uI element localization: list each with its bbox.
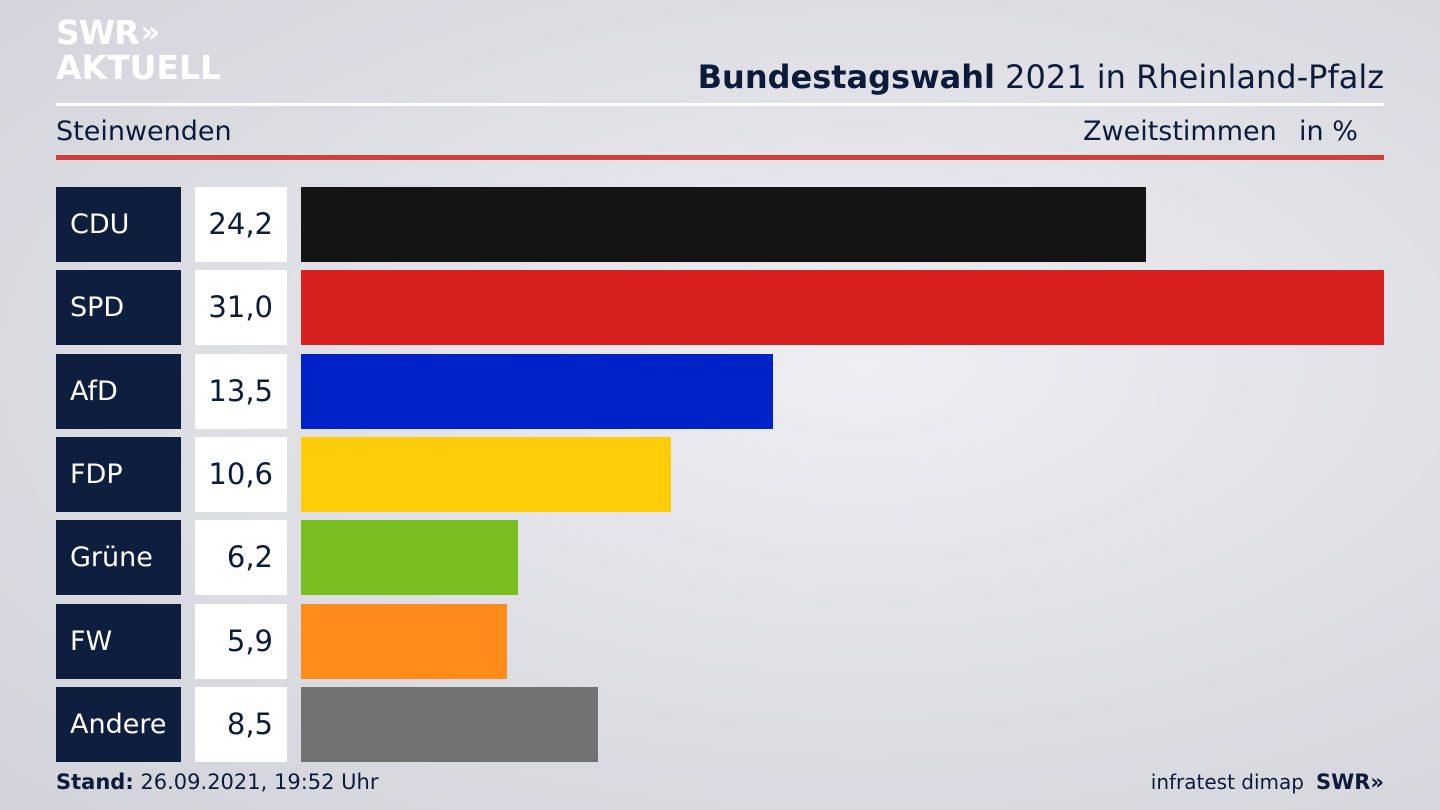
party-label: FDP <box>56 437 181 512</box>
red-divider <box>56 155 1384 160</box>
unit-label: in % <box>1299 116 1358 147</box>
party-label: Grüne <box>56 520 181 595</box>
logo-swr: SWR <box>56 13 140 52</box>
value-label: 24,2 <box>195 187 287 262</box>
value-label: 8,5 <box>195 687 287 762</box>
party-label: SPD <box>56 270 181 345</box>
timestamp-value: 26.09.2021, 19:52 Uhr <box>133 770 379 794</box>
party-label: CDU <box>56 187 181 262</box>
party-label: Andere <box>56 687 181 762</box>
source-credit: infratest dimap SWR» <box>1151 770 1384 794</box>
header-divider <box>56 103 1384 106</box>
source-name: infratest dimap <box>1150 770 1304 794</box>
swr-aktuell-logo: SWR» AKTUELL <box>56 16 221 84</box>
value-label: 10,6 <box>195 437 287 512</box>
measure-label: Zweitstimmen <box>1083 116 1277 147</box>
chart-title: Bundestagswahl 2021 in Rheinland-Pfalz <box>698 58 1384 96</box>
logo-aktuell: AKTUELL <box>56 48 222 87</box>
timestamp-label: Stand: <box>56 770 134 794</box>
value-label: 31,0 <box>195 270 287 345</box>
value-label: 5,9 <box>195 604 287 679</box>
logo-chevron-icon: » <box>140 14 161 50</box>
swr-brand-logo: SWR» <box>1315 770 1384 794</box>
party-label: AfD <box>56 354 181 429</box>
timestamp: Stand: 26.09.2021, 19:52 Uhr <box>56 770 379 794</box>
bar <box>301 687 598 762</box>
party-label: FW <box>56 604 181 679</box>
region-label: Steinwenden <box>56 116 232 147</box>
chart-title-rest: 2021 in Rheinland-Pfalz <box>995 58 1384 96</box>
bar <box>301 354 773 429</box>
chart-title-bold: Bundestagswahl <box>697 58 995 96</box>
bar <box>301 187 1146 262</box>
bar <box>301 270 1384 345</box>
value-label: 13,5 <box>195 354 287 429</box>
bar <box>301 520 518 595</box>
bar <box>301 604 507 679</box>
bar <box>301 437 671 512</box>
value-label: 6,2 <box>195 520 287 595</box>
